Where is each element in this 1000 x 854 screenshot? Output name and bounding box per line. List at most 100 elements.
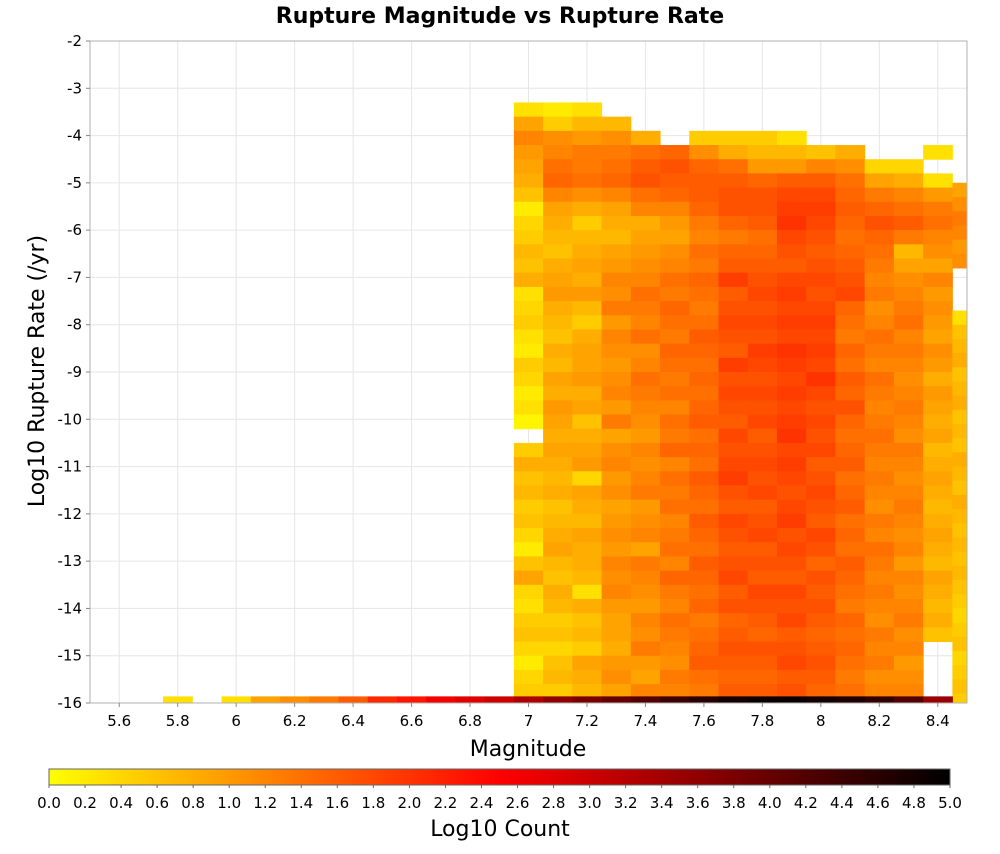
heatmap-cell xyxy=(601,485,632,501)
heatmap-cell xyxy=(601,286,632,302)
heatmap-cell xyxy=(543,386,573,401)
heatmap-cell xyxy=(806,513,836,529)
heatmap-cell xyxy=(660,357,690,373)
heatmap-cell xyxy=(776,627,807,643)
colorbar-tick-label: 1.0 xyxy=(217,794,241,812)
heatmap-cell xyxy=(806,471,836,486)
heatmap-cell xyxy=(718,627,749,643)
heatmap-cell xyxy=(689,386,720,401)
heatmap-cell xyxy=(309,696,339,703)
heatmap-cell xyxy=(601,471,632,486)
heatmap-cell xyxy=(806,258,836,274)
heatmap-cell xyxy=(601,598,632,614)
heatmap-cell xyxy=(689,542,720,557)
heatmap-cell xyxy=(923,173,953,189)
heatmap-cell xyxy=(835,272,866,288)
heatmap-cell xyxy=(835,159,866,174)
heatmap-cell xyxy=(747,613,778,628)
heatmap-cell xyxy=(513,102,544,118)
heatmap-cell xyxy=(543,655,573,671)
heatmap-cell xyxy=(543,669,573,685)
heatmap-cell xyxy=(835,315,866,330)
x-tick-label: 6.4 xyxy=(341,712,365,730)
heatmap-cell xyxy=(835,696,866,703)
heatmap-cell xyxy=(776,414,807,430)
heatmap-cell xyxy=(601,329,632,345)
heatmap-cell xyxy=(513,499,544,515)
heatmap-cell xyxy=(718,598,749,614)
heatmap-cell xyxy=(513,244,544,260)
colorbar-tick-label: 3.4 xyxy=(650,794,674,812)
heatmap-cell xyxy=(513,641,544,657)
heatmap-cell xyxy=(776,372,807,387)
heatmap-cell xyxy=(660,485,690,501)
heatmap-cell xyxy=(543,315,573,330)
heatmap-cell xyxy=(952,424,968,439)
heatmap-cell xyxy=(630,414,661,430)
heatmap-cell xyxy=(572,315,603,330)
heatmap-cell xyxy=(923,499,953,515)
heatmap-cell xyxy=(776,513,807,529)
heatmap-cell xyxy=(689,414,720,430)
heatmap-cell xyxy=(864,272,895,288)
heatmap-cell xyxy=(689,613,720,628)
heatmap-cell xyxy=(806,428,836,444)
heatmap-cell xyxy=(601,669,632,685)
heatmap-cell xyxy=(543,187,573,203)
heatmap-cell xyxy=(630,528,661,543)
heatmap-cell xyxy=(747,201,778,217)
heatmap-cell xyxy=(543,442,573,458)
heatmap-cell xyxy=(601,556,632,572)
heatmap-cell xyxy=(660,428,690,444)
heatmap-cell xyxy=(893,301,924,316)
heatmap-cell xyxy=(864,428,895,444)
heatmap-cell xyxy=(835,457,866,472)
heatmap-cell xyxy=(864,286,895,302)
heatmap-cell xyxy=(513,230,544,245)
heatmap-cell xyxy=(893,598,924,614)
heatmap-cell xyxy=(601,613,632,628)
heatmap-cell xyxy=(806,528,836,543)
heatmap-cell xyxy=(630,173,661,189)
heatmap-cell xyxy=(864,201,895,217)
heatmap-cell xyxy=(864,386,895,401)
heatmap-cell xyxy=(513,215,544,231)
heatmap-cell xyxy=(747,513,778,529)
heatmap-cell xyxy=(747,556,778,572)
colorbar-tick-label: 0.4 xyxy=(109,794,133,812)
heatmap-cell xyxy=(513,130,544,146)
heatmap-cell xyxy=(747,457,778,472)
heatmap-cell xyxy=(893,513,924,529)
heatmap-cell xyxy=(572,696,603,703)
heatmap-cell xyxy=(572,145,603,160)
colorbar-tick-label: 1.2 xyxy=(253,794,277,812)
heatmap-cell xyxy=(864,613,895,628)
heatmap-cell xyxy=(513,315,544,330)
heatmap-cell xyxy=(923,471,953,486)
heatmap-cell xyxy=(513,457,544,472)
heatmap-cell xyxy=(806,669,836,685)
heatmap-cell xyxy=(718,570,749,586)
heatmap-cell xyxy=(747,570,778,586)
heatmap-cell xyxy=(396,696,427,703)
heatmap-cell xyxy=(543,684,573,699)
heatmap-cell xyxy=(572,159,603,174)
heatmap-cell xyxy=(806,329,836,345)
x-tick-label: 7.8 xyxy=(750,712,774,730)
heatmap-cell xyxy=(747,627,778,643)
heatmap-cell xyxy=(660,584,690,600)
heatmap-cell xyxy=(747,428,778,444)
heatmap-cell xyxy=(718,357,749,373)
heatmap-cell xyxy=(630,159,661,174)
heatmap-cell xyxy=(747,386,778,401)
heatmap-cell xyxy=(543,372,573,387)
heatmap-cell xyxy=(513,513,544,529)
heatmap-cell xyxy=(923,372,953,387)
colorbar-tick-label: 4.0 xyxy=(758,794,782,812)
heatmap-cell xyxy=(601,258,632,274)
heatmap-cell xyxy=(718,258,749,274)
heatmap-cell xyxy=(806,230,836,245)
heatmap-cell xyxy=(630,471,661,486)
heatmap-cell xyxy=(718,556,749,572)
heatmap-cell xyxy=(543,301,573,316)
